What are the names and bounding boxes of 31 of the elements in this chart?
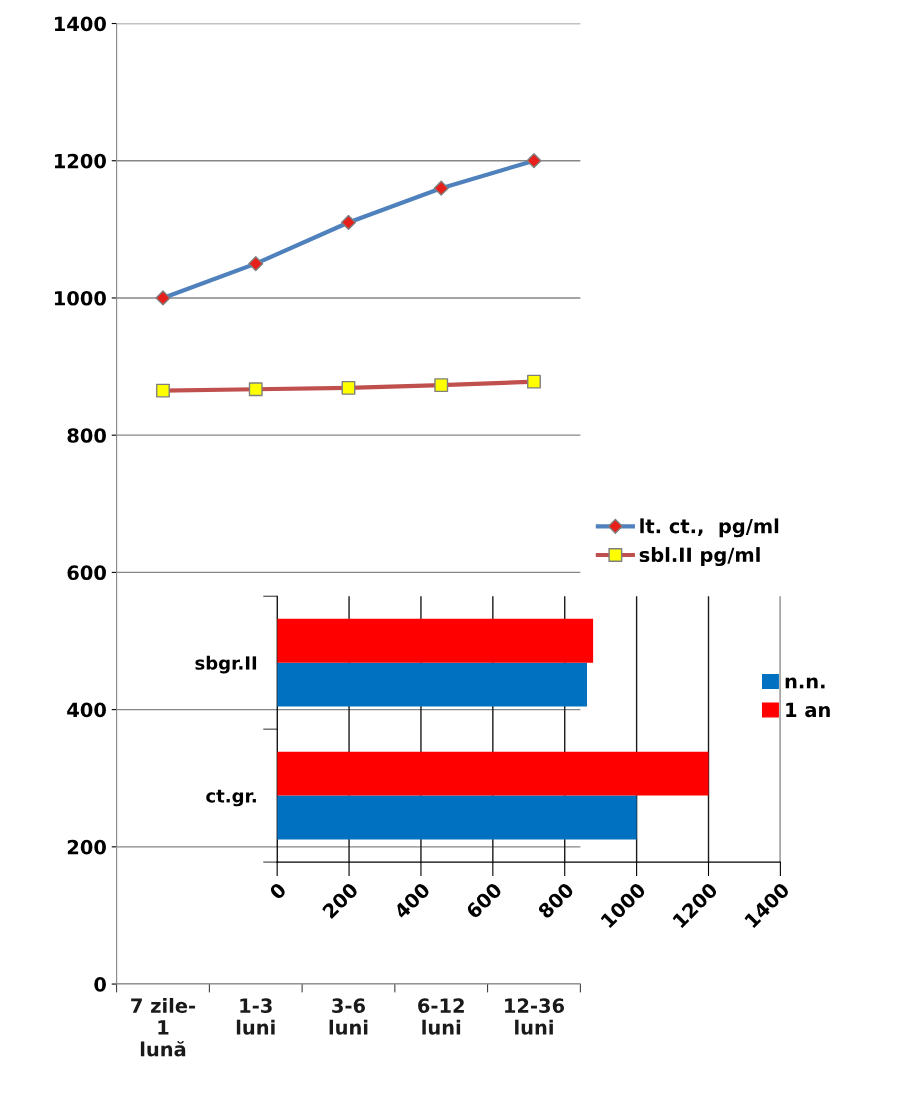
y-tick-label: 0 — [94, 977, 106, 992]
y-tick-label: 1200 — [54, 153, 106, 169]
x-tick-label: 12-36 luni — [505, 998, 565, 1035]
point — [434, 378, 449, 393]
point — [248, 256, 264, 272]
point — [156, 383, 170, 398]
x-tick-label: 6-12 luni — [418, 998, 464, 1035]
point — [526, 153, 542, 169]
x-tick-label: 3-6 luni — [329, 998, 368, 1035]
x-tick-label: 0 — [268, 881, 288, 901]
y-tick-label: 200 — [67, 839, 106, 855]
y-tick-label: sbgr.II — [195, 655, 257, 674]
y-tick-label: ct.gr. — [206, 789, 256, 807]
point — [155, 290, 171, 306]
point — [341, 380, 356, 395]
y-tick-label: 1000 — [54, 290, 106, 306]
point — [527, 374, 541, 389]
y-tick-label: 800 — [67, 428, 106, 443]
x-tick-label: 7 zile- 1 lună — [131, 997, 196, 1057]
y-tick-label: 400 — [67, 702, 106, 718]
legend-label: lt. ct., pg/ml — [640, 518, 779, 538]
x-tick-label: 1-3 luni — [236, 998, 275, 1035]
y-tick-label: 600 — [67, 565, 106, 581]
x-tick-label: 600 — [465, 881, 503, 920]
point — [340, 214, 357, 231]
legend-label: sbl.II pg/ml — [639, 547, 760, 567]
point — [433, 180, 449, 196]
legend-label: n.n. — [785, 677, 825, 689]
y-tick-label: 1400 — [54, 16, 106, 32]
point — [248, 382, 263, 397]
legend-label: 1 an — [786, 702, 830, 718]
